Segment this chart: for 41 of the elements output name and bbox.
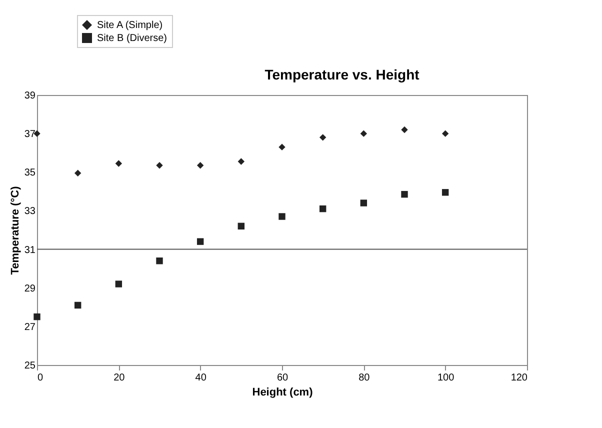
chart-title: Temperature vs. Height — [264, 66, 420, 82]
y-tick-label: 31 — [24, 244, 36, 256]
legend-label: Site A (Simple) — [97, 20, 163, 31]
point — [319, 205, 326, 212]
point — [442, 189, 449, 196]
x-tick-label: 60 — [276, 372, 288, 384]
point — [360, 130, 368, 137]
y-tick-label: 33 — [24, 206, 36, 218]
point — [278, 213, 286, 220]
point — [156, 258, 163, 264]
x-tick-label: 120 — [510, 372, 528, 384]
point — [319, 134, 326, 141]
y-tick-label: 25 — [24, 360, 36, 372]
y-tick-label: 27 — [24, 322, 36, 333]
y-tick-label: 37 — [24, 129, 36, 140]
point — [196, 238, 204, 245]
point — [360, 200, 368, 206]
point — [238, 158, 245, 165]
y-tick-label: 39 — [24, 90, 36, 102]
legend-label: Site B (Diverse) — [97, 33, 168, 44]
point — [34, 313, 40, 320]
y-axis-title: Temperature (°C) — [9, 186, 22, 275]
x-tick-label: 100 — [437, 372, 455, 384]
x-tick-label: 80 — [358, 372, 370, 384]
point — [442, 130, 449, 137]
point — [196, 162, 204, 169]
point — [401, 190, 408, 198]
point — [156, 162, 163, 169]
point — [74, 302, 82, 309]
point — [115, 280, 122, 288]
point — [74, 170, 82, 176]
x-axis-title: Height (cm) — [252, 386, 314, 398]
x-tick-label: 40 — [195, 372, 207, 384]
point — [278, 144, 286, 150]
point — [238, 222, 245, 230]
y-tick-label: 35 — [24, 168, 36, 179]
point — [401, 126, 408, 134]
y-tick-label: 29 — [24, 283, 36, 294]
point — [115, 160, 122, 167]
x-tick-label: 0 — [38, 372, 44, 384]
x-tick-label: 20 — [114, 372, 126, 384]
